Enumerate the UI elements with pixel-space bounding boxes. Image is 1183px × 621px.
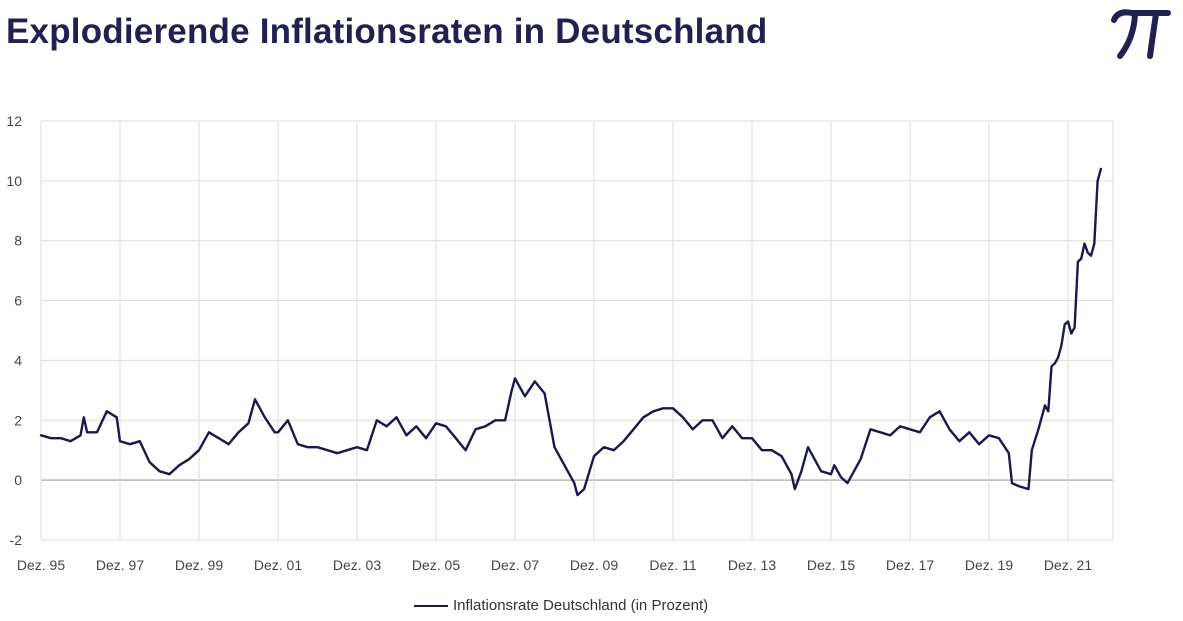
x-tick-label: Dez. 21: [1044, 557, 1092, 573]
x-tick-label: Dez. 11: [649, 557, 696, 573]
y-tick-label: 4: [14, 352, 22, 368]
x-tick-label: Dez. 03: [333, 557, 381, 573]
x-tick-label: Dez. 09: [570, 557, 618, 573]
y-tick-label: 0: [14, 472, 22, 488]
y-tick-label: 6: [14, 293, 22, 309]
x-tick-label: Dez. 05: [412, 557, 460, 573]
legend-label: Inflationsrate Deutschland (in Prozent): [453, 597, 709, 614]
series-line-inflation: [39, 167, 1103, 497]
y-tick-label: 8: [14, 233, 22, 249]
x-tick-label: Dez. 07: [491, 557, 539, 573]
pi-icon: [1111, 9, 1171, 59]
x-tick-label: Dez. 01: [254, 557, 302, 573]
grid-lines: [40, 120, 1114, 541]
x-tick-label: Dez. 15: [807, 557, 855, 573]
chart-title: Explodierende Inflationsraten in Deutsch…: [6, 12, 768, 51]
x-tick-label: Dez. 13: [728, 557, 776, 573]
x-tick-label: Dez. 19: [965, 557, 1013, 573]
y-tick-label: 12: [6, 113, 22, 129]
x-tick-label: Dez. 17: [886, 557, 934, 573]
x-tick-label: Dez. 95: [17, 557, 65, 573]
series-layer: [39, 167, 1103, 497]
y-tick-label: 2: [14, 412, 22, 428]
chart-legend: Inflationsrate Deutschland (in Prozent): [414, 597, 708, 614]
legend-line-swatch: [414, 604, 448, 607]
axis-labels: -2 0 2 4 6 8 10 12 Dez. 95 Dez. 97 Dez. 99 Dez. 01 D…: [6, 113, 1092, 573]
y-tick-label: -2: [10, 532, 23, 548]
y-tick-label: 10: [6, 173, 22, 189]
x-tick-label: Dez. 99: [175, 557, 223, 573]
x-tick-label: Dez. 97: [96, 557, 144, 573]
